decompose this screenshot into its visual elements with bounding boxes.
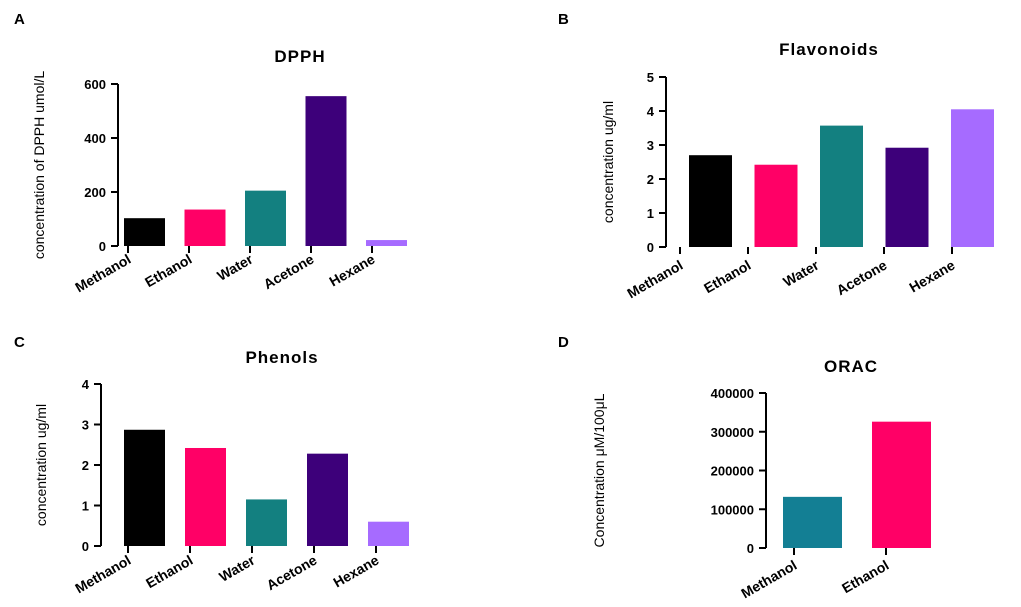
y-tick-label: 3 (647, 138, 654, 153)
panel-letter: D (558, 334, 569, 351)
x-category-label: Ethanol (701, 257, 753, 297)
y-tick-label: 600 (84, 77, 106, 92)
y-tick-label: 200 (84, 185, 106, 200)
x-category-label: Methanol (624, 257, 685, 302)
bar-ethanol (184, 209, 226, 246)
chart-title: Flavonoids (779, 40, 879, 59)
bar-methanol (783, 496, 842, 548)
x-category-label: Acetone (264, 552, 320, 594)
chart-panel-b: B Flavonoids concentration ug/ml 0 1 2 3 4 5 Meth… (558, 11, 994, 301)
x-category-label: Acetone (261, 251, 317, 293)
y-axis-label: concentration ug/ml (33, 404, 49, 526)
y-tick-label: 1 (82, 499, 89, 514)
bar-hexane (951, 109, 994, 247)
x-category-label: Water (216, 551, 258, 584)
x-category-label: Methanol (72, 552, 133, 597)
bar-ethanol (754, 164, 798, 247)
panel-letter: A (14, 11, 25, 28)
y-tick-label: 400000 (711, 386, 754, 401)
chart-title: DPPH (274, 47, 325, 66)
x-category-label: Acetone (834, 257, 890, 299)
bar-acetone (307, 453, 348, 546)
chart-title: ORAC (824, 357, 878, 376)
x-category-label: Ethanol (143, 552, 195, 592)
bar-methanol (124, 218, 165, 246)
bar-acetone (885, 147, 929, 247)
y-tick-label: 4 (82, 377, 90, 392)
bar-ethanol (872, 421, 931, 548)
chart-panel-c: C Phenols concentration ug/ml 0 1 2 3 4 Methanol… (14, 334, 409, 596)
y-tick-label: 200000 (711, 464, 754, 479)
bar-water (246, 499, 287, 546)
y-tick-label: 2 (82, 458, 89, 473)
x-category-label: Methanol (72, 251, 133, 296)
x-category-label: Hexane (326, 251, 377, 290)
bar-water (820, 125, 863, 247)
x-category-label: Ethanol (142, 251, 194, 291)
y-tick-label: 0 (747, 541, 754, 556)
y-axis-label: Concentration μM/100μL (591, 393, 607, 547)
y-tick-label: 5 (647, 70, 654, 85)
x-category-label: Water (780, 256, 822, 289)
x-category-label: Hexane (330, 552, 381, 591)
y-tick-label: 0 (82, 539, 89, 554)
chart-title: Phenols (245, 348, 318, 367)
panel-letter: B (558, 11, 569, 28)
panel-letter: C (14, 334, 25, 351)
chart-panel-d: D ORAC Concentration μM/100μL 0 100000 200000… (558, 334, 931, 601)
x-category-label: Methanol (738, 557, 799, 602)
bar-methanol (124, 429, 165, 546)
y-tick-label: 4 (647, 104, 655, 119)
y-axis-label: concentration of DPPH umol/L (31, 71, 47, 260)
bar-ethanol (185, 447, 226, 546)
bar-methanol (689, 155, 732, 247)
y-tick-label: 300000 (711, 425, 754, 440)
y-tick-label: 100000 (711, 502, 754, 517)
y-tick-label: 400 (84, 131, 106, 146)
bar-acetone (305, 96, 347, 247)
x-category-label: Ethanol (839, 557, 891, 597)
y-tick-label: 0 (647, 240, 654, 255)
y-tick-label: 2 (647, 172, 654, 187)
y-axis-label: concentration ug/ml (600, 101, 616, 223)
y-tick-label: 1 (647, 206, 654, 221)
x-category-label: Hexane (906, 257, 957, 296)
y-tick-label: 0 (99, 239, 106, 254)
chart-panel-a: A DPPH concentration of DPPH umol/L 0 200 400… (14, 11, 407, 295)
y-tick-label: 3 (82, 418, 89, 433)
bar-water (245, 190, 286, 246)
bar-hexane (366, 240, 407, 246)
x-category-label: Water (214, 250, 256, 283)
bar-hexane (368, 521, 409, 546)
